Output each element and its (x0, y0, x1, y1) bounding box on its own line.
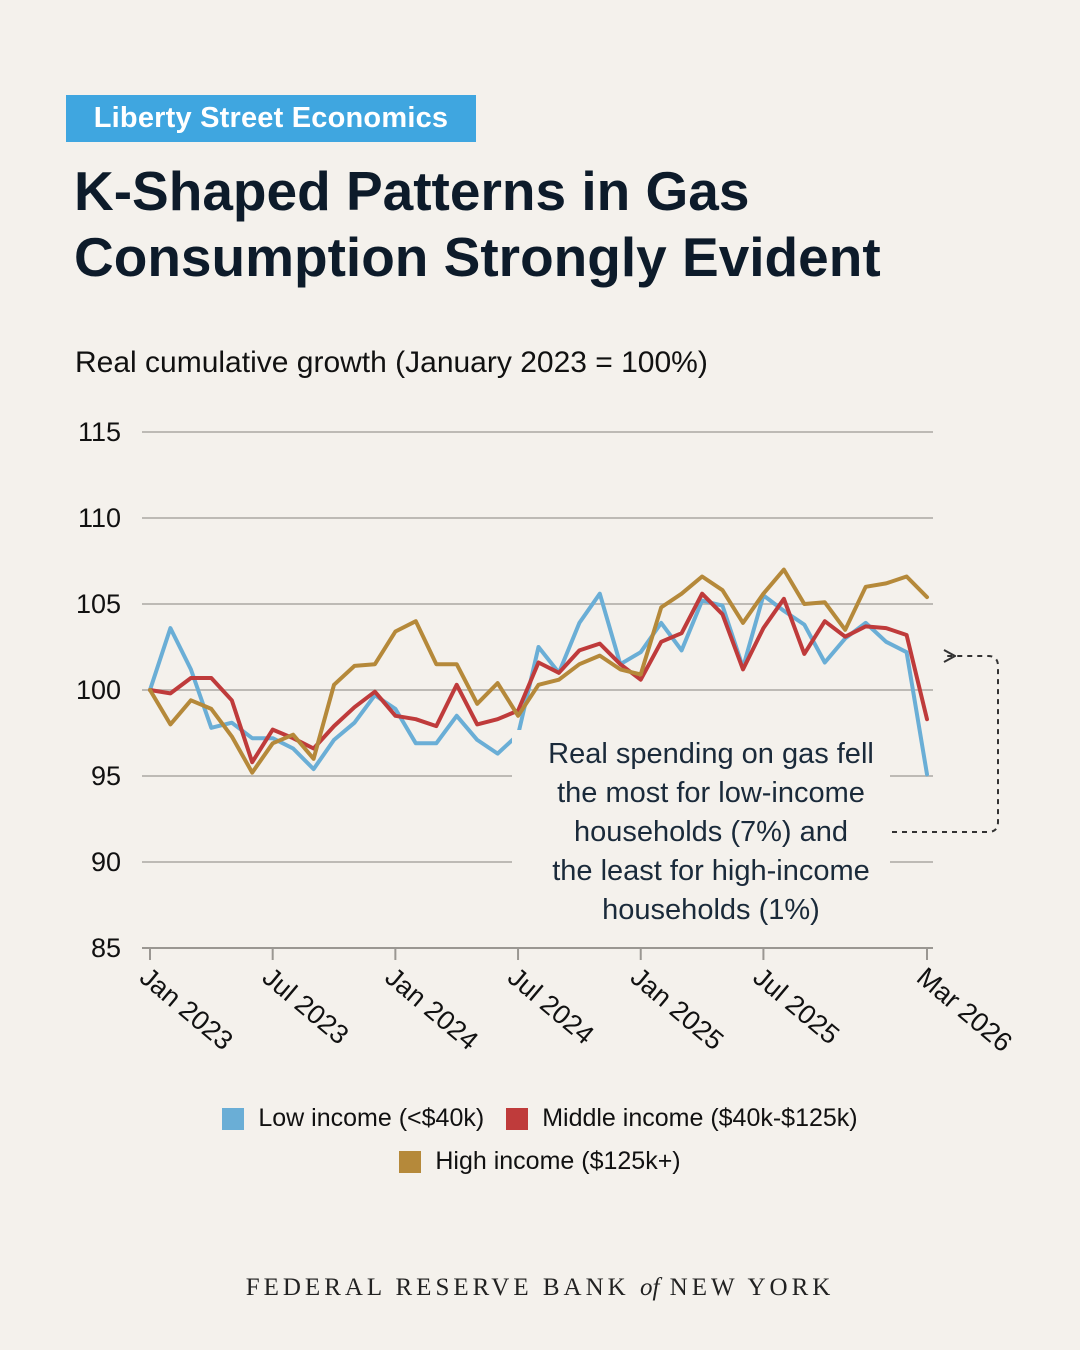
line-chart: 85 90 95 100 105 110 115 Jan 2023 Jul 2023 Jan 20… (76, 417, 1018, 1058)
x-tick-label-0: Jan 2023 (134, 962, 238, 1056)
annotation-line-2: the most for low-income (557, 777, 865, 809)
legend-item-low-income: Low income (<$40k) (222, 1104, 484, 1133)
footer-text-2: NEW YORK (669, 1274, 835, 1301)
y-tick-label-105: 105 (76, 589, 121, 619)
y-tick-label-100: 100 (76, 675, 121, 705)
annotation-line-5: households (1%) (602, 894, 820, 926)
annotation-line-1: Real spending on gas fell (548, 738, 874, 770)
legend-swatch-middle (506, 1107, 529, 1130)
legend-label-low: Low income (<$40k) (258, 1104, 485, 1132)
annotation-arrow (892, 656, 999, 833)
legend-item-middle-income: Middle income ($40k-$125k) (506, 1104, 858, 1133)
legend-swatch-low (222, 1107, 245, 1130)
title-line-1: K-Shaped Patterns in Gas (74, 160, 750, 222)
y-tick-label-90: 90 (91, 847, 121, 877)
series-line-high-income (148, 567, 929, 775)
legend-item-high-income: High income ($125k+) (399, 1147, 681, 1176)
chart-legend: Low income (<$40k) Middle income ($40k-$… (0, 1104, 1080, 1190)
y-tick-label-110: 110 (78, 503, 121, 533)
x-tick-label-3: Jul 2024 (502, 962, 599, 1051)
title-line-2: Consumption Strongly Evident (74, 226, 881, 288)
annotation-line-4: the least for high-income (552, 855, 870, 887)
x-tick-label-6: Mar 2026 (911, 962, 1018, 1058)
y-tick-label-95: 95 (91, 761, 121, 791)
x-tick-label-4: Jan 2025 (625, 962, 729, 1056)
x-tick-label-2: Jan 2024 (380, 962, 484, 1056)
page-title: K-Shaped Patterns in Gas Consumption Str… (74, 158, 974, 290)
y-tick-label-115: 115 (78, 417, 121, 447)
publication-badge: Liberty Street Economics (66, 95, 476, 142)
footer-text-of: of (639, 1274, 660, 1301)
legend-label-middle: Middle income ($40k-$125k) (542, 1104, 858, 1132)
annotation-line-3: households (7%) and (574, 816, 848, 848)
legend-swatch-high (399, 1150, 422, 1173)
y-tick-label-85: 85 (91, 933, 121, 963)
legend-label-high: High income ($125k+) (435, 1147, 681, 1175)
x-tick-label-1: Jul 2023 (257, 962, 354, 1051)
series-lines (148, 567, 929, 777)
footer-text-1: FEDERAL RESERVE BANK (245, 1274, 630, 1301)
chart-subtitle: Real cumulative growth (January 2023 = 1… (75, 346, 708, 379)
footer-logo: FEDERAL RESERVE BANK of NEW YORK (0, 1274, 1080, 1302)
annotation-background (512, 730, 890, 930)
annotation-text: Real spending on gas fell the most for lo… (548, 738, 874, 926)
annotation: Real spending on gas fell the most for lo… (512, 656, 999, 930)
x-tick-label-5: Jul 2025 (748, 962, 845, 1051)
series-line-middle-income (148, 591, 929, 765)
